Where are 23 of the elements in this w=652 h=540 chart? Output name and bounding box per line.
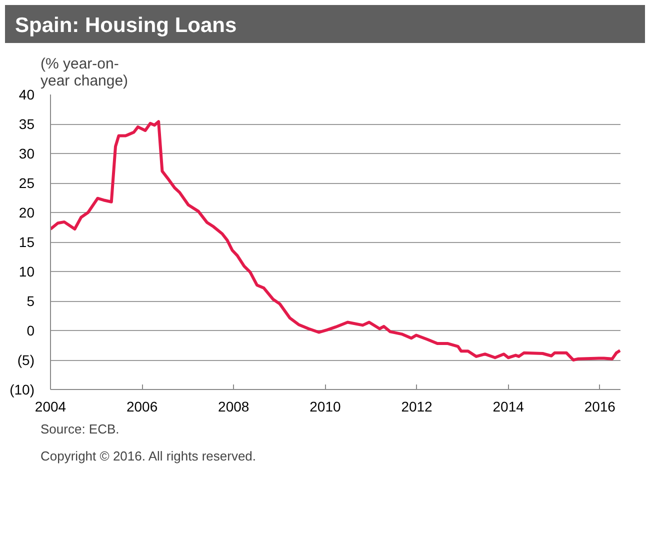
- x-tick-label: 2004: [34, 398, 66, 414]
- x-tick-label: 2016: [584, 398, 616, 414]
- y-tick-label: 15: [18, 234, 35, 250]
- y-tick-label: 25: [18, 175, 35, 191]
- y-tick-label: (5): [17, 352, 35, 368]
- x-tick-label: 2010: [310, 398, 341, 414]
- line-series: [50, 120, 620, 362]
- y-tick-label: (10): [10, 382, 35, 398]
- y-axis-title: (% year-on- year change): [40, 56, 128, 90]
- y-tick-label: 40: [18, 86, 35, 102]
- y-tick-label: 35: [18, 116, 35, 132]
- y-tick-label: 10: [18, 264, 35, 280]
- x-tick-label: 2008: [218, 398, 250, 414]
- x-tick-label: 2014: [492, 398, 524, 414]
- y-tick-label: 0: [26, 322, 35, 338]
- x-tick-label: 2006: [126, 398, 158, 414]
- chart-title: Spain: Housing Loans: [15, 13, 237, 39]
- y-tick-label: 30: [18, 146, 35, 162]
- x-tick-label: 2012: [401, 398, 433, 414]
- source-note: Source: ECB.: [40, 422, 120, 436]
- y-tick-label: 20: [18, 204, 35, 220]
- y-tick-label: 5: [26, 293, 35, 309]
- text: Copyright © 2016. All rights reserved.: [40, 448, 256, 464]
